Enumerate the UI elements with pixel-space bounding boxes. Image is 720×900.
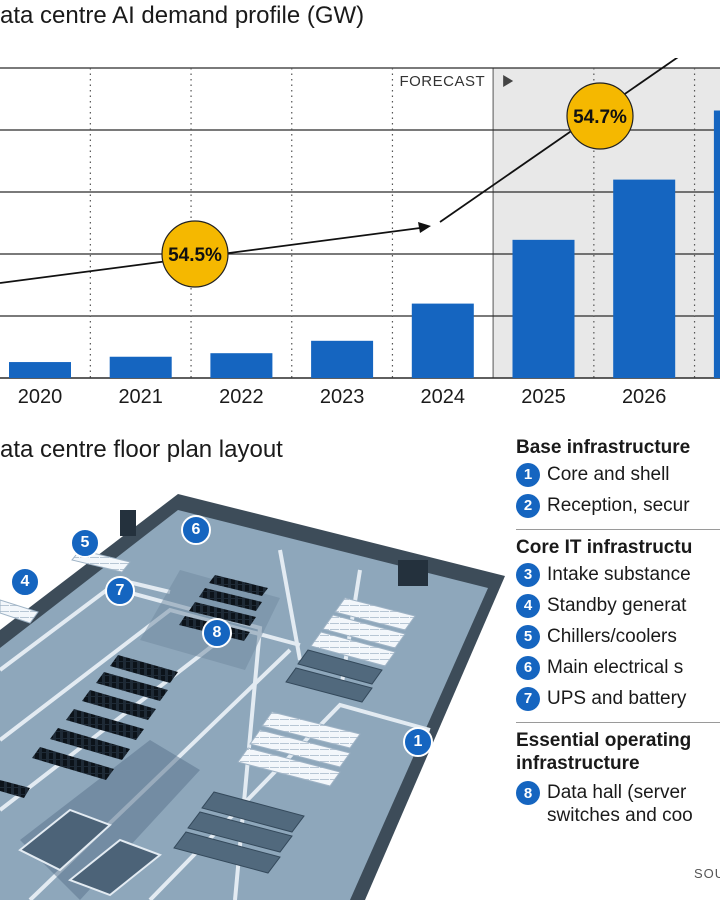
legend-item: 2 Reception, secur — [516, 490, 720, 521]
source-credit: SOU — [694, 866, 720, 881]
tick-label-2026: 2026 — [622, 386, 667, 408]
tick-label-2020: 2020 — [18, 386, 63, 408]
legend-section-title: Base infrastructure — [516, 437, 691, 458]
floor-plan-legend: Base infrastructure 1 Core and shell 2 Rec… — [516, 436, 720, 900]
legend-divider — [516, 722, 720, 723]
legend-label: Core and shell — [547, 463, 670, 485]
bar-2020 — [9, 362, 71, 378]
legend-label: UPS and battery — [547, 687, 687, 709]
legend-section-title: Essential operating — [516, 730, 692, 751]
tick-label-2021: 2021 — [118, 386, 163, 408]
legend-number: 6 — [516, 655, 540, 680]
legend-item: 4 Standby generat — [516, 590, 720, 621]
map-marker-8: 8 — [202, 618, 232, 648]
map-marker-6: 6 — [181, 515, 211, 545]
bar-2021 — [109, 356, 172, 378]
bar-2022 — [210, 353, 273, 378]
legend-number: 2 — [516, 493, 540, 518]
legend-item: 3 Intake substance — [516, 559, 720, 590]
demand-bar-chart: FORECAST20202021202220232024202520262027… — [0, 58, 720, 408]
growth-bubble-2 — [566, 82, 634, 150]
map-marker-7: 7 — [105, 576, 135, 606]
legend-label: Standby generat — [547, 594, 687, 616]
bar-2023 — [311, 340, 374, 378]
legend-item: 7 UPS and battery — [516, 683, 720, 714]
legend-number: 4 — [516, 593, 540, 618]
legend-number: 3 — [516, 562, 540, 587]
legend-item: 6 Main electrical s — [516, 652, 720, 683]
legend-number: 5 — [516, 624, 540, 649]
legend-label: Reception, secur — [547, 494, 690, 516]
map-marker-5: 5 — [70, 528, 100, 558]
legend-label: switches and coo — [547, 805, 693, 826]
bar-2025 — [512, 239, 575, 378]
growth-label-2: 54.7% — [573, 107, 627, 128]
trend-arrowhead-1 — [418, 222, 431, 233]
legend-section-title: infrastructure — [516, 753, 640, 774]
floor-plan-title: ata centre floor plan layout — [0, 436, 283, 463]
legend-label: Chillers/coolers — [547, 625, 677, 647]
bar-2026 — [613, 179, 676, 378]
map-marker-4: 4 — [10, 567, 40, 597]
legend-label: Intake substance — [547, 563, 691, 585]
tick-label-2023: 2023 — [320, 386, 365, 408]
map-marker-1: 1 — [403, 727, 433, 757]
tick-label-2024: 2024 — [421, 386, 466, 408]
legend-label: Main electrical s — [547, 656, 684, 678]
forecast-label: FORECAST — [399, 73, 485, 90]
chart-title: ata centre AI demand profile (GW) — [0, 2, 365, 29]
tick-label-2025: 2025 — [521, 386, 566, 408]
legend-item: 8 Data hall (server switches and coo — [516, 781, 720, 827]
bar-2027 — [713, 110, 720, 378]
growth-bubble-1 — [161, 220, 229, 288]
forecast-arrow-icon — [503, 75, 514, 87]
legend-divider — [516, 529, 720, 530]
legend-label: Data hall (server — [547, 782, 687, 803]
bar-2024 — [411, 303, 474, 378]
legend-item: 1 Core and shell — [516, 459, 720, 490]
tick-label-2022: 2022 — [219, 386, 264, 408]
legend-item: 5 Chillers/coolers — [516, 621, 720, 652]
legend-number: 1 — [516, 462, 540, 487]
legend-number: 8 — [516, 781, 540, 805]
legend-section-title: Core IT infrastructu — [516, 537, 693, 558]
growth-label-1: 54.5% — [168, 245, 222, 266]
legend-number: 7 — [516, 686, 540, 711]
